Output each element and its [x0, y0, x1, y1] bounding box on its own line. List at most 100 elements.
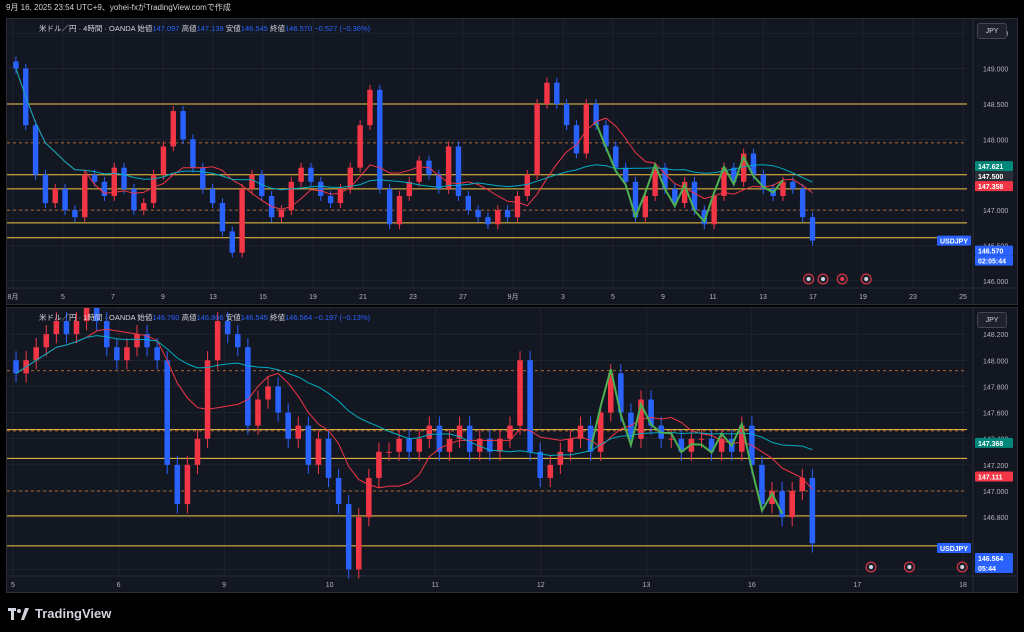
candle-body — [214, 321, 221, 361]
price-label-text: 147.368 — [978, 441, 1003, 448]
x-tick-label: 19 — [859, 294, 867, 301]
candle-body — [318, 181, 324, 196]
candle-body — [335, 477, 342, 505]
chart-4h-canvas[interactable]: 8月5791315192123279月359111317192325149.50… — [7, 19, 1017, 304]
candle-body — [386, 451, 392, 453]
candle-body — [235, 334, 241, 348]
legend-open-label: 始値 — [137, 24, 153, 33]
price-label-text: 147.500 — [978, 174, 1003, 181]
candle-body — [224, 321, 231, 335]
candle-body — [141, 203, 147, 211]
x-tick-label: 17 — [854, 582, 862, 589]
candle-body — [597, 412, 604, 452]
candle-body — [357, 125, 363, 168]
candle-body — [134, 334, 140, 348]
moving-average-red — [15, 68, 813, 210]
candle-body — [91, 174, 98, 182]
candle-body — [809, 477, 816, 544]
candle-body — [73, 321, 80, 335]
legend-close: 146.570 — [285, 24, 313, 33]
legend-low-label: 安値 — [225, 313, 241, 322]
y-tick-label: 148.200 — [983, 332, 1008, 339]
chart-pane-1h[interactable]: 5 6 9 10 11 12 13 16 17 18 148.200 148.000 147.800 14… — [6, 307, 1018, 593]
candle-body — [583, 103, 590, 154]
x-tick-label: 5 — [11, 582, 15, 589]
x-tick-label: 6 — [117, 582, 121, 589]
candle-body — [563, 103, 570, 126]
candle-body — [487, 438, 493, 452]
y-tick-label: 147.800 — [983, 384, 1008, 391]
y-tick-label: 149.000 — [983, 67, 1008, 74]
candle-body — [740, 153, 747, 182]
candle-body — [544, 82, 550, 104]
legend-open: 146.760 — [152, 313, 180, 322]
y-tick-label: 148.000 — [983, 137, 1008, 144]
tradingview-logo[interactable]: TradingView — [8, 606, 111, 621]
candle-body — [367, 89, 373, 126]
candle-body — [101, 181, 108, 196]
candle-body — [305, 425, 312, 465]
candle-body — [219, 203, 226, 232]
candle-body — [288, 181, 294, 211]
candle-body — [33, 347, 39, 361]
chart-1h-legend: 米ドル／円 · 1時間 · OANDA 始値146.760 高値146.806 … — [39, 312, 370, 323]
candle-body — [547, 464, 554, 478]
candle-body — [731, 167, 737, 182]
candle-body — [554, 82, 560, 104]
top-bar: 9月 16, 2025 23:54 UTC+9、yohei-fxがTrading… — [0, 0, 1024, 16]
candle-body — [618, 373, 624, 413]
x-tick-label: 5 — [61, 294, 65, 301]
candle-body — [190, 139, 196, 168]
candle-body — [83, 308, 90, 322]
currency-button[interactable]: JPY — [977, 23, 1007, 39]
moving-average-teal — [15, 68, 813, 191]
candle-body — [406, 181, 412, 196]
y-tick-label: 148.000 — [983, 358, 1008, 365]
candle-body — [517, 360, 523, 426]
candle-body — [245, 347, 251, 426]
candle-body — [249, 174, 255, 189]
candle-body — [416, 160, 422, 182]
candle-body — [495, 210, 501, 225]
candle-body — [681, 181, 688, 204]
price-label-text: 147.111 — [978, 475, 1003, 482]
candle-body — [678, 438, 685, 452]
candle-body — [355, 517, 362, 570]
candle-body — [504, 210, 511, 218]
candle-body — [593, 103, 599, 126]
candle-body — [701, 210, 708, 225]
candle-body — [13, 61, 19, 69]
earnings-marker-icon-dot — [907, 565, 912, 569]
y-tick-label: 148.500 — [983, 102, 1008, 109]
chart-1h-canvas[interactable]: 5 6 9 10 11 12 13 16 17 18 148.200 148.000 147.800 14… — [7, 308, 1017, 592]
x-tick-label: 27 — [459, 294, 467, 301]
candle-body — [607, 373, 614, 413]
price-label-text: 05:44 — [978, 566, 996, 573]
price-label-box — [975, 471, 1013, 482]
moving-average-red — [15, 328, 813, 490]
candle-body — [180, 111, 186, 140]
legend-high: 147.139 — [196, 24, 224, 33]
candle-body — [497, 438, 503, 452]
legend-symbol: 米ドル／円 · 4時間 · OANDA — [39, 24, 136, 33]
projection-line-green — [595, 122, 784, 224]
chart-pane-4h[interactable]: 8月5791315192123279月359111317192325149.50… — [6, 18, 1018, 305]
x-tick-label: 9 — [661, 294, 665, 301]
x-tick-label: 8月 — [8, 293, 19, 301]
x-tick-label: 12 — [537, 582, 545, 589]
candle-body — [455, 146, 462, 196]
candle-body — [465, 195, 471, 211]
price-label-text: 147.358 — [978, 184, 1003, 191]
y-tick-label: 147.000 — [983, 208, 1008, 215]
candle-body — [708, 438, 715, 452]
candle-body — [799, 188, 806, 218]
candle-body — [436, 174, 442, 189]
currency-button[interactable]: JPY — [977, 312, 1007, 328]
candle-body — [577, 425, 584, 439]
candle-body — [347, 167, 353, 189]
candle-body — [144, 334, 150, 348]
legend-symbol: 米ドル／円 · 1時間 · OANDA — [39, 313, 136, 322]
x-tick-label: 16 — [748, 582, 756, 589]
lightning-icon-dot — [869, 565, 873, 569]
price-label-text: 146.570 — [978, 249, 1003, 256]
